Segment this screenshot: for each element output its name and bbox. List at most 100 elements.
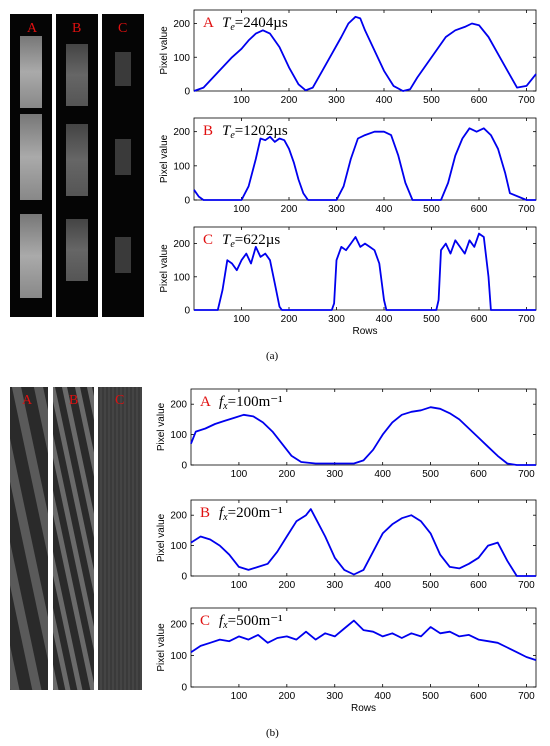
y-tick-label: 100: [170, 651, 187, 662]
strip-a-b: [56, 14, 98, 317]
annotation: fx=200m⁻¹: [219, 505, 283, 523]
image-label: B: [69, 393, 79, 408]
plot-area: [190, 499, 537, 577]
plot-area: [193, 117, 537, 201]
x-tick-label: 200: [278, 469, 295, 480]
x-tick-label: 700: [518, 95, 535, 106]
strip-a-a: [10, 14, 52, 317]
annotation-symbol: f: [219, 613, 225, 629]
x-tick-label: 200: [278, 580, 295, 591]
strip-block: [66, 124, 88, 196]
x-tick-label: 400: [374, 469, 391, 480]
y-tick-label: 200: [170, 400, 187, 411]
caption-b: (b): [266, 727, 279, 739]
strip-b-c: [98, 387, 142, 690]
x-tick-label: 200: [281, 95, 298, 106]
strip-a-c: [102, 14, 144, 317]
y-axis-label: Pixel value: [159, 134, 170, 183]
annotation-value: =500m⁻¹: [228, 613, 283, 629]
y-tick-label: 100: [173, 272, 190, 283]
series-line: [194, 232, 536, 311]
strip-block: [115, 52, 131, 86]
annotation-subscript: e: [230, 22, 235, 33]
annotation-subscript: e: [230, 239, 235, 250]
strip-block: [115, 237, 131, 273]
x-tick-label: 500: [423, 314, 440, 325]
annotation-value: =200m⁻¹: [228, 505, 283, 521]
image-label: B: [72, 21, 82, 36]
series-line: [190, 508, 536, 577]
x-tick-label: 700: [518, 580, 535, 591]
series-tag: B: [203, 123, 213, 139]
x-tick-label: 700: [518, 204, 535, 215]
x-tick-label: 200: [278, 691, 295, 702]
x-tick-label: 200: [281, 204, 298, 215]
y-tick-label: 0: [184, 196, 190, 207]
annotation-symbol: T: [222, 15, 232, 31]
series-tag: C: [203, 232, 213, 248]
image-label: A: [27, 21, 38, 36]
x-tick-label: 100: [231, 580, 248, 591]
x-tick-label: 600: [471, 314, 488, 325]
plot-area: [193, 9, 537, 92]
x-tick-label: 600: [471, 204, 488, 215]
strip-block: [20, 214, 42, 298]
annotation-subscript: x: [222, 620, 228, 631]
strip-block: [20, 36, 42, 108]
x-tick-label: 100: [233, 314, 250, 325]
series-tag: B: [200, 505, 210, 521]
annotation: Te=1202µs: [222, 123, 288, 141]
x-tick-label: 400: [376, 95, 393, 106]
y-tick-label: 100: [173, 161, 190, 172]
strip-block: [66, 219, 88, 281]
strip-block: [66, 44, 88, 106]
annotation-value: =1202µs: [235, 123, 288, 139]
y-axis-label: Pixel value: [156, 402, 167, 451]
annotation-symbol: T: [222, 123, 232, 139]
x-tick-label: 600: [470, 469, 487, 480]
x-tick-label: 500: [422, 580, 439, 591]
strip-block: [115, 139, 131, 175]
y-tick-label: 100: [170, 430, 187, 441]
series-line: [190, 406, 536, 466]
annotation-value: =2404µs: [235, 15, 288, 31]
image-label: A: [22, 393, 33, 408]
x-tick-label: 400: [376, 204, 393, 215]
series-line: [193, 127, 536, 201]
y-tick-label: 0: [181, 572, 187, 583]
y-tick-label: 0: [181, 461, 187, 472]
annotation: fx=100m⁻¹: [219, 394, 283, 412]
x-tick-label: 100: [233, 95, 250, 106]
y-tick-label: 200: [173, 127, 190, 138]
series-tag: C: [200, 613, 210, 629]
x-tick-label: 700: [518, 314, 535, 325]
y-tick-label: 200: [170, 619, 187, 630]
annotation: fx=500m⁻¹: [219, 613, 283, 631]
image-label: C: [115, 393, 125, 408]
y-tick-label: 100: [170, 541, 187, 552]
x-tick-label: 400: [376, 314, 393, 325]
y-tick-label: 200: [173, 239, 190, 250]
strip-b-b: [53, 387, 94, 690]
x-tick-label: 100: [231, 691, 248, 702]
annotation: Te=622µs: [222, 232, 280, 250]
x-tick-label: 500: [423, 204, 440, 215]
annotation: Te=2404µs: [222, 15, 288, 33]
annotation-symbol: f: [219, 505, 225, 521]
x-tick-label: 600: [470, 580, 487, 591]
series-line: [190, 619, 537, 661]
annotation-subscript: e: [230, 130, 235, 141]
x-tick-label: 100: [233, 204, 250, 215]
x-tick-label: 300: [328, 314, 345, 325]
strip-b-a: [10, 387, 48, 690]
x-tick-label: 600: [470, 691, 487, 702]
annotation-value: =622µs: [235, 232, 281, 248]
y-tick-label: 0: [184, 87, 190, 98]
annotation-symbol: T: [222, 232, 232, 248]
strip-block: [20, 114, 42, 200]
y-tick-label: 100: [173, 53, 190, 64]
series-tag: A: [203, 15, 214, 31]
annotation-symbol: f: [219, 394, 225, 410]
plot-area: [190, 388, 537, 466]
